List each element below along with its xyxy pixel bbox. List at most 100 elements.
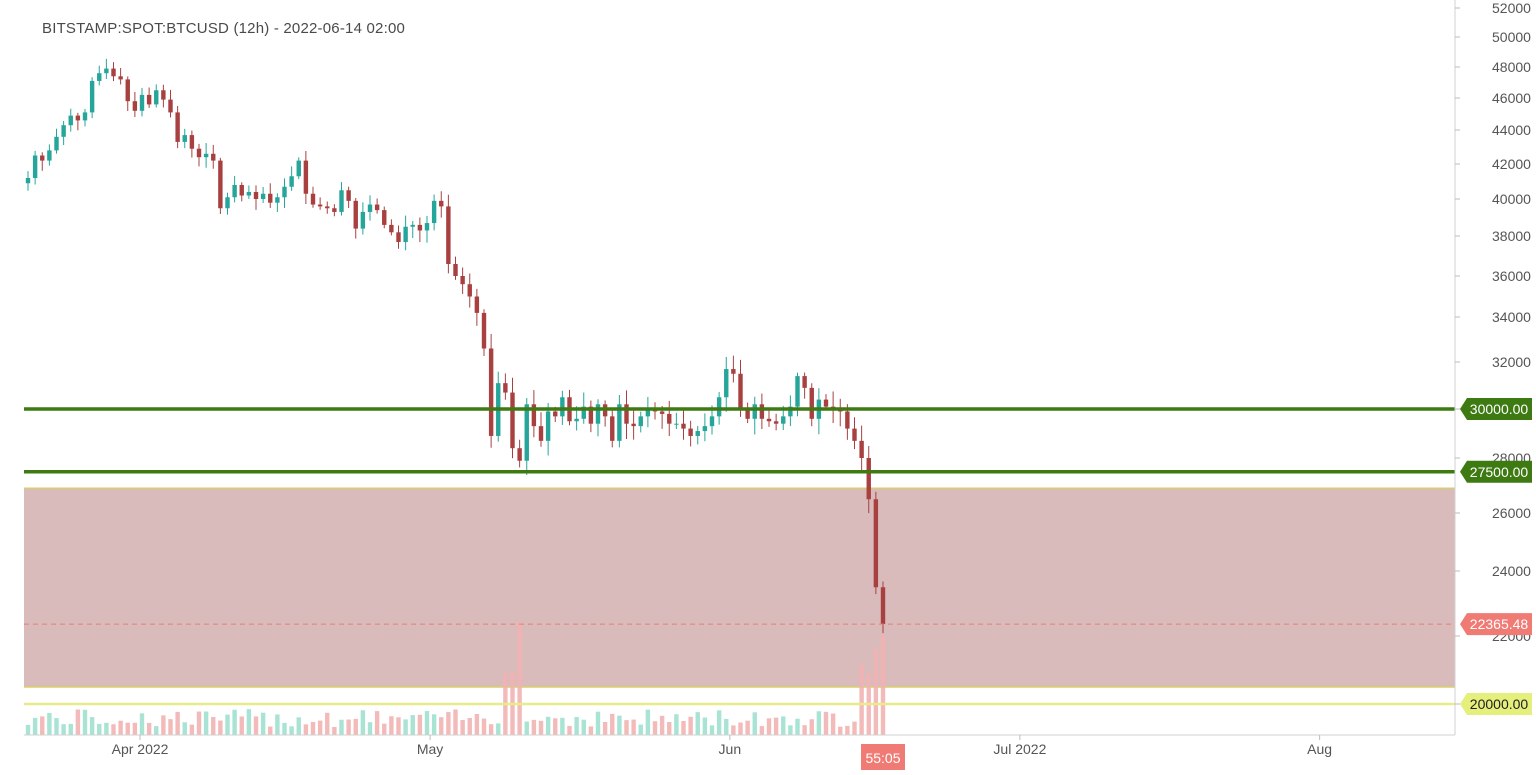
volume-bar	[610, 713, 615, 735]
y-tick-label: 34000	[1492, 309, 1531, 325]
candle-body	[702, 426, 708, 432]
candle-body	[332, 208, 337, 212]
price-tag-last: 22365.48	[1460, 613, 1532, 636]
volume-bar	[367, 722, 373, 735]
volume-bar	[830, 713, 836, 735]
volume-bar	[168, 719, 173, 735]
y-tick-label: 24000	[1492, 563, 1531, 579]
volume-bar	[118, 720, 123, 735]
candle-body	[89, 80, 95, 113]
y-tick-label: 44000	[1492, 122, 1531, 138]
volume-bar	[681, 720, 686, 735]
candle-body	[417, 224, 423, 231]
volume-bar	[588, 726, 594, 735]
volume-bar	[766, 718, 772, 735]
volume-bar	[602, 721, 608, 735]
candle-body	[189, 135, 195, 149]
volume-bar	[89, 717, 95, 735]
volume-bar	[788, 725, 793, 735]
candle-body	[232, 185, 237, 198]
candle-body	[431, 200, 437, 224]
candle-body	[553, 411, 558, 417]
volume-bar	[310, 721, 316, 735]
candle-body	[97, 73, 102, 81]
candle-body	[453, 264, 458, 276]
volume-bar	[531, 719, 537, 735]
volume-bar	[481, 718, 487, 735]
volume-bar	[709, 725, 715, 735]
volume-bar	[353, 718, 358, 735]
volume-bar	[695, 712, 700, 735]
y-tick-label: 36000	[1492, 268, 1531, 284]
candle-body	[503, 383, 508, 393]
candle-body	[738, 373, 743, 409]
candle-body	[645, 409, 651, 417]
volume-bar	[488, 724, 494, 735]
candle-body	[781, 416, 786, 424]
volume-bar	[396, 717, 401, 735]
candle-body	[510, 392, 515, 449]
volume-bar	[296, 717, 301, 735]
candle-body	[410, 224, 415, 227]
red-zone	[24, 488, 1455, 687]
candle-body	[439, 200, 444, 207]
candle-body	[873, 499, 879, 588]
candle-body	[175, 112, 180, 142]
x-tick-label: Aug	[1307, 741, 1332, 757]
volume-bar	[745, 720, 750, 735]
candle-body	[225, 197, 230, 209]
chart-title: BITSTAMP:SPOT:BTCUSD (12h) - 2022-06-14 …	[42, 20, 406, 37]
candle-body	[32, 155, 38, 178]
volume-bar	[581, 719, 586, 735]
candle-body	[146, 94, 152, 105]
candle-body	[118, 76, 123, 80]
volume-bar	[68, 723, 73, 735]
x-tick-label: May	[417, 741, 443, 757]
countdown-bg	[861, 744, 905, 770]
y-tick-label: 48000	[1492, 59, 1531, 75]
volume-bar	[54, 718, 59, 735]
volume-bar	[25, 724, 31, 735]
volume-bar	[403, 719, 408, 735]
candle-body	[396, 232, 401, 242]
volume-bar	[268, 726, 273, 735]
candle-body	[61, 125, 66, 137]
volume-bar	[773, 717, 779, 735]
candle-body	[859, 440, 864, 458]
y-tick-label: 50000	[1492, 29, 1531, 45]
volume-bar	[517, 622, 522, 735]
price-tag-27500-bg	[1460, 460, 1532, 483]
candle-body	[724, 369, 729, 398]
volume-bar	[410, 715, 415, 735]
volume-bar	[325, 712, 330, 735]
volume-bar	[823, 711, 829, 735]
candle-body	[446, 206, 451, 264]
candle-body	[403, 226, 408, 242]
candle-body	[296, 160, 301, 177]
volume-bar	[389, 716, 394, 735]
price-tag-20000-text: 20000.00	[1470, 696, 1529, 712]
volume-bar	[809, 719, 814, 735]
candle-body	[695, 431, 700, 436]
candle-body	[104, 68, 109, 74]
volume-bar	[339, 719, 344, 735]
candle-body	[595, 404, 601, 424]
volume-bar	[282, 722, 287, 735]
candle-body	[524, 404, 529, 461]
volume-bar	[439, 717, 444, 735]
volume-bar	[802, 725, 807, 735]
candle-body	[196, 148, 202, 158]
volume-bar	[424, 711, 430, 735]
candle-body	[752, 404, 757, 419]
candle-body	[823, 399, 829, 407]
candle-body	[203, 153, 209, 158]
volume-bar	[852, 721, 857, 735]
candle-body	[346, 190, 351, 201]
candle-body	[182, 135, 187, 142]
candle-body	[111, 68, 116, 77]
candle-body	[289, 176, 294, 187]
candle-body	[268, 193, 273, 203]
volume-bar	[111, 724, 116, 735]
candle-body	[845, 411, 850, 429]
